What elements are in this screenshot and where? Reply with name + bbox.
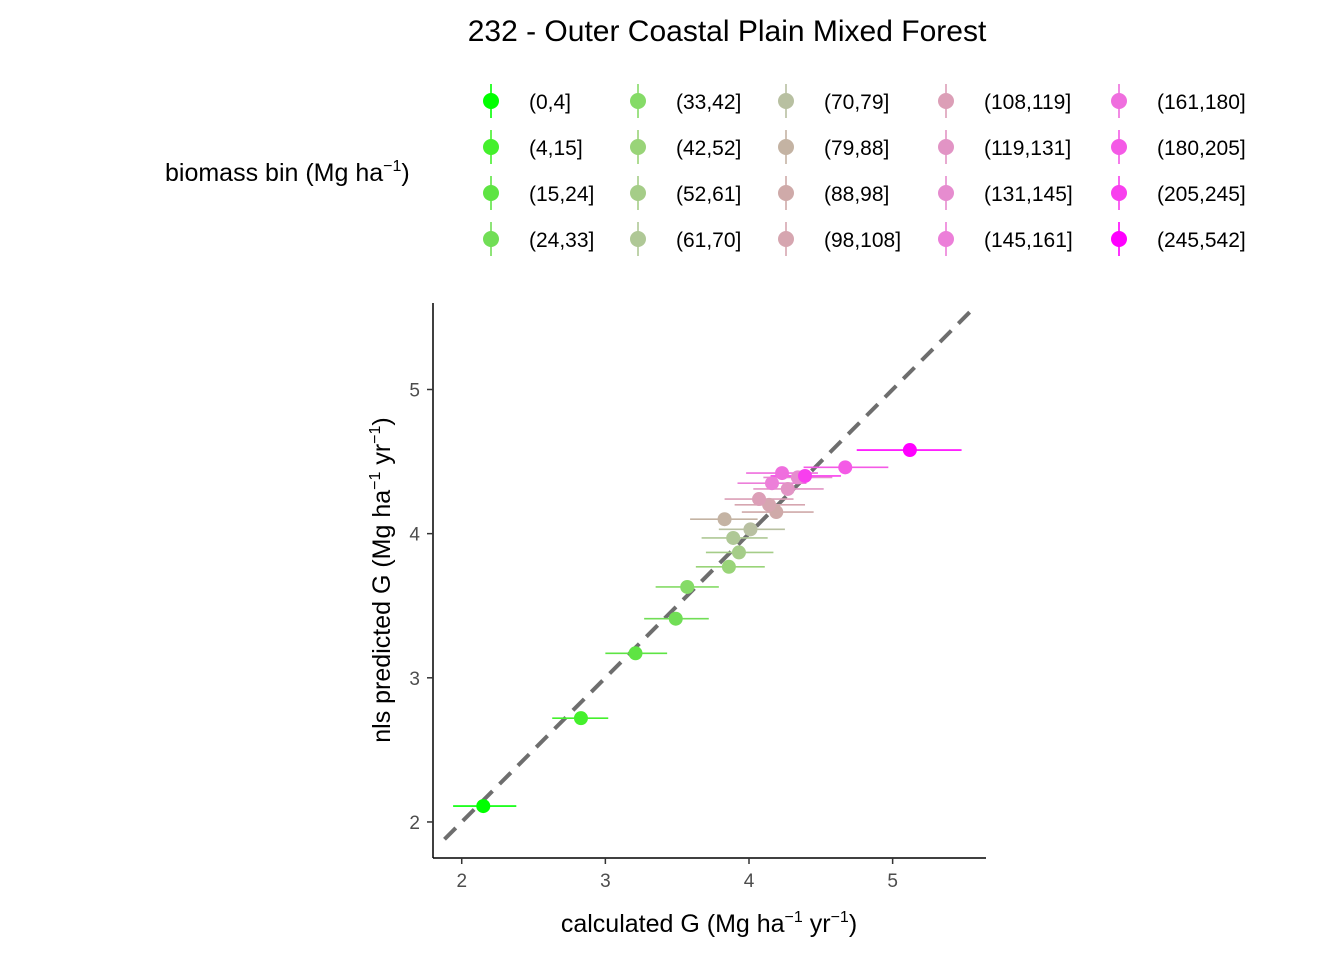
y-axis-ticks: 2 3 4 5 (409, 380, 433, 834)
data-point (902, 443, 917, 458)
legend-key-point (483, 139, 499, 155)
data-point (628, 646, 643, 661)
legend-label: (180,205] (1157, 137, 1246, 160)
reference-line (443, 304, 978, 841)
legend-key-point (630, 231, 646, 247)
data-point (838, 460, 853, 475)
legend-key-point (778, 185, 794, 201)
legend-label: (15,24] (529, 183, 594, 206)
legend-title: biomass bin (Mg ha−1) (165, 158, 410, 187)
legend-label: (131,145] (984, 183, 1073, 206)
data-point (775, 466, 790, 481)
legend-item: (88,98] (778, 176, 889, 210)
legend-key-point (1111, 231, 1127, 247)
legend-key-point (938, 231, 954, 247)
legend-item: (131,145] (938, 176, 1073, 210)
legend-item: (52,61] (630, 176, 741, 210)
legend-label: (119,131] (984, 137, 1071, 160)
legend-item: (70,79] (778, 84, 889, 118)
legend-label: (4,15] (529, 137, 583, 160)
legend-item: (0,4] (483, 84, 571, 118)
data-point (476, 799, 491, 814)
legend-item: (61,70] (630, 222, 741, 256)
legend-items: (0,4] (4,15] (15,24] (24,33] (33,42] (42,52] (… (483, 84, 1246, 256)
legend-label: (52,61] (676, 183, 741, 206)
legend-label: (145,161] (984, 229, 1073, 252)
legend-label: (42,52] (676, 137, 741, 160)
plot-area: 2 3 4 5 2 3 4 5 (409, 303, 986, 892)
data-point (573, 711, 588, 726)
legend-key-point (483, 93, 499, 109)
legend-key-point (938, 139, 954, 155)
x-tick-label: 5 (887, 871, 898, 892)
legend-key-point (483, 185, 499, 201)
legend-item: (108,119] (938, 84, 1071, 118)
y-tick-label: 2 (409, 813, 420, 834)
legend-label: (0,4] (529, 91, 571, 114)
legend-label: (33,42] (676, 91, 741, 114)
data-point (668, 611, 683, 626)
data-point (726, 530, 741, 545)
legend-label: (245,542] (1157, 229, 1246, 252)
legend-key-point (630, 139, 646, 155)
y-axis-title: nls predicted G (Mg ha−1 yr−1) (367, 417, 396, 743)
legend-key-point (778, 93, 794, 109)
legend-key-point (778, 231, 794, 247)
legend-key-point (483, 231, 499, 247)
data-point (798, 468, 813, 483)
legend-key-point (1111, 139, 1127, 155)
x-tick-label: 2 (456, 871, 467, 892)
data-point (752, 492, 767, 507)
chart-title: 232 - Outer Coastal Plain Mixed Forest (468, 15, 987, 48)
legend-label: (205,245] (1157, 183, 1246, 206)
legend-item: (15,24] (483, 176, 594, 210)
legend-key-point (938, 185, 954, 201)
legend-item: (145,161] (938, 222, 1073, 256)
x-tick-label: 4 (744, 871, 755, 892)
legend-item: (161,180] (1111, 84, 1246, 118)
legend-item: (24,33] (483, 222, 594, 256)
legend-label: (24,33] (529, 229, 594, 252)
legend-label: (98,108] (824, 229, 901, 252)
x-tick-label: 3 (600, 871, 611, 892)
legend-item: (79,88] (778, 130, 889, 164)
legend-key-point (938, 93, 954, 109)
data-point (764, 476, 779, 491)
y-tick-label: 3 (409, 669, 420, 690)
legend-label: (88,98] (824, 183, 889, 206)
x-axis-title: calculated G (Mg ha−1 yr−1) (561, 909, 857, 938)
legend-key-point (1111, 93, 1127, 109)
legend-item: (33,42] (630, 84, 741, 118)
legend-label: (70,79] (824, 91, 889, 114)
data-point (721, 559, 736, 574)
data-point (680, 579, 695, 594)
y-tick-label: 4 (409, 525, 420, 546)
legend-key-point (778, 139, 794, 155)
legend-item: (4,15] (483, 130, 583, 164)
point-layer (476, 443, 917, 814)
legend-item: (119,131] (938, 130, 1071, 164)
x-axis-ticks: 2 3 4 5 (456, 858, 898, 892)
legend-item: (98,108] (778, 222, 901, 256)
legend-label: (61,70] (676, 229, 741, 252)
legend-key-point (630, 93, 646, 109)
legend-label: (79,88] (824, 137, 889, 160)
legend-key-point (630, 185, 646, 201)
legend-item: (245,542] (1111, 222, 1246, 256)
data-point (731, 545, 746, 560)
errorbar-layer (453, 449, 962, 807)
data-point (717, 512, 732, 527)
data-point (743, 522, 758, 537)
y-tick-label: 5 (409, 380, 420, 401)
legend-item: (42,52] (630, 130, 741, 164)
reference-line-layer (443, 304, 978, 841)
legend-key-point (1111, 185, 1127, 201)
legend-label: (108,119] (984, 91, 1071, 114)
legend-item: (180,205] (1111, 130, 1246, 164)
data-point (780, 481, 795, 496)
legend: biomass bin (Mg ha−1) (0,4] (4,15] (15,24]… (165, 84, 1246, 256)
legend-item: (205,245] (1111, 176, 1246, 210)
legend-label: (161,180] (1157, 91, 1246, 114)
